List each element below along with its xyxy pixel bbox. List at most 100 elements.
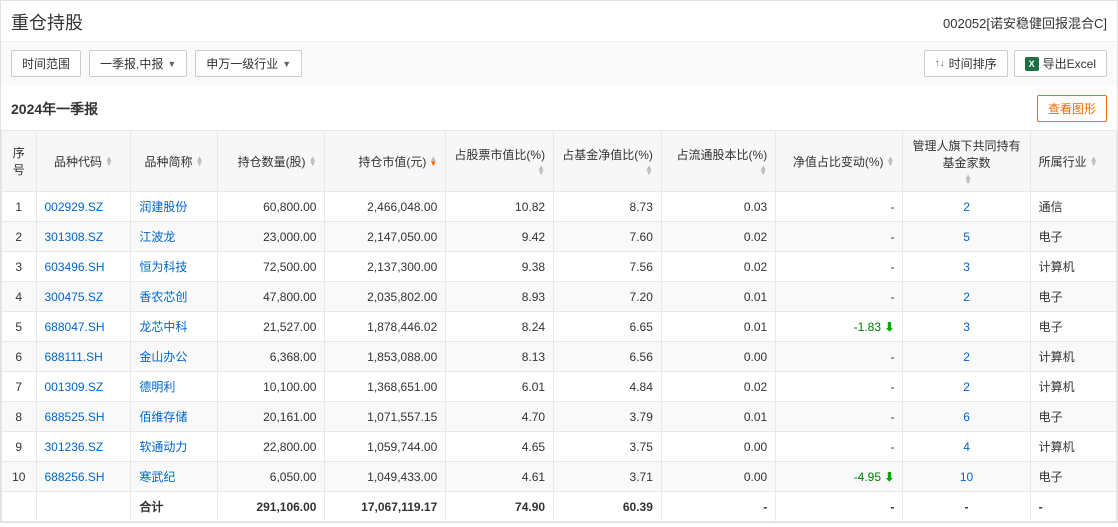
cell-pct1: 4.70	[446, 402, 554, 432]
cell-name: 龙芯中科	[131, 312, 217, 342]
table-row: 1002929.SZ润建股份60,800.002,466,048.0010.82…	[2, 192, 1117, 222]
title-row: 重仓持股 002052[诺安稳健回报混合C]	[1, 1, 1117, 42]
arrow-down-icon: ⬇	[884, 320, 894, 334]
view-chart-label: 查看图形	[1048, 102, 1096, 116]
export-excel-button[interactable]: X 导出Excel	[1014, 50, 1107, 77]
manager-count-link[interactable]: 6	[963, 410, 970, 424]
stock-name-link[interactable]: 香农芯创	[139, 290, 187, 304]
table-row: 8688525.SH佰维存储20,161.001,071,557.154.703…	[2, 402, 1117, 432]
sort-icon: ▲▼	[1090, 156, 1098, 166]
stock-code-link[interactable]: 688047.SH	[45, 320, 105, 334]
manager-count-link[interactable]: 2	[963, 350, 970, 364]
stock-name-link[interactable]: 金山办公	[139, 350, 187, 364]
period-dropdown[interactable]: 一季报,中报 ▼	[89, 50, 187, 77]
stock-code-link[interactable]: 002929.SZ	[45, 200, 104, 214]
manager-count-link[interactable]: 2	[963, 200, 970, 214]
export-excel-label: 导出Excel	[1043, 55, 1096, 72]
th-val[interactable]: 持仓市值(元)▲▼	[325, 131, 446, 192]
stock-name-link[interactable]: 润建股份	[139, 200, 187, 214]
cell-mgr: 5	[903, 222, 1030, 252]
cell-qty: 291,106.00	[217, 492, 325, 522]
cell-pct1: 9.38	[446, 252, 554, 282]
stock-name-link[interactable]: 软通动力	[139, 440, 187, 454]
manager-count-link[interactable]: 5	[963, 230, 970, 244]
time-sort-button[interactable]: ↑↓ 时间排序	[924, 50, 1008, 77]
stock-code-link[interactable]: 301236.SZ	[45, 440, 104, 454]
manager-count-link[interactable]: 2	[963, 290, 970, 304]
cell-pct1: 4.61	[446, 462, 554, 492]
th-pct2[interactable]: 占基金净值比(%)▲▼	[554, 131, 662, 192]
view-chart-button[interactable]: 查看图形	[1037, 95, 1107, 122]
cell-idx: 6	[2, 342, 37, 372]
cell-code	[36, 492, 131, 522]
industry-dropdown[interactable]: 申万一级行业 ▼	[195, 50, 302, 77]
cell-pct3: 0.01	[661, 282, 775, 312]
stock-name-link[interactable]: 江波龙	[139, 230, 175, 244]
cell-ind: 电子	[1030, 312, 1116, 342]
sort-icon: ▲▼	[105, 156, 113, 166]
cell-val: 2,147,050.00	[325, 222, 446, 252]
manager-count-link[interactable]: 3	[963, 320, 970, 334]
cell-code: 688256.SH	[36, 462, 131, 492]
stock-code-link[interactable]: 688111.SH	[45, 350, 103, 364]
cell-name: 香农芯创	[131, 282, 217, 312]
cell-mgr: 4	[903, 432, 1030, 462]
th-pct3[interactable]: 占流通股本比(%)▲▼	[661, 131, 775, 192]
cell-pct3: 0.00	[661, 342, 775, 372]
industry-label: 申万一级行业	[206, 55, 278, 72]
holdings-table: 序号 品种代码▲▼ 品种简称▲▼ 持仓数量(股)▲▼ 持仓市值(元)▲▼ 占股票…	[1, 130, 1117, 522]
stock-name-link[interactable]: 佰维存储	[139, 410, 187, 424]
cell-chg: -	[776, 402, 903, 432]
cell-pct1: 9.42	[446, 222, 554, 252]
sort-icon: ▲▼	[645, 165, 653, 175]
th-qty[interactable]: 持仓数量(股)▲▼	[217, 131, 325, 192]
cell-qty: 21,527.00	[217, 312, 325, 342]
manager-count-link[interactable]: 2	[963, 380, 970, 394]
manager-count-link[interactable]: 10	[960, 470, 973, 484]
th-pct1[interactable]: 占股票市值比(%)▲▼	[446, 131, 554, 192]
time-range-button[interactable]: 时间范围	[11, 50, 81, 77]
cell-mgr: 2	[903, 282, 1030, 312]
cell-val: 2,466,048.00	[325, 192, 446, 222]
th-name[interactable]: 品种简称▲▼	[131, 131, 217, 192]
th-chg[interactable]: 净值占比变动(%)▲▼	[776, 131, 903, 192]
stock-code-link[interactable]: 001309.SZ	[45, 380, 104, 394]
change-value: -1.83	[854, 320, 881, 334]
cell-pct3: 0.01	[661, 312, 775, 342]
stock-code-link[interactable]: 300475.SZ	[45, 290, 104, 304]
stock-code-link[interactable]: 603496.SH	[45, 260, 105, 274]
cell-idx	[2, 492, 37, 522]
cell-pct3: 0.00	[661, 432, 775, 462]
cell-qty: 10,100.00	[217, 372, 325, 402]
stock-code-link[interactable]: 301308.SZ	[45, 230, 104, 244]
cell-idx: 2	[2, 222, 37, 252]
cell-qty: 6,050.00	[217, 462, 325, 492]
cell-chg: -	[776, 282, 903, 312]
stock-name-link[interactable]: 恒为科技	[139, 260, 187, 274]
cell-qty: 60,800.00	[217, 192, 325, 222]
th-idx: 序号	[2, 131, 37, 192]
stock-code-link[interactable]: 688256.SH	[45, 470, 105, 484]
chevron-down-icon: ▼	[167, 59, 176, 69]
cell-val: 1,059,744.00	[325, 432, 446, 462]
stock-code-link[interactable]: 688525.SH	[45, 410, 105, 424]
cell-code: 001309.SZ	[36, 372, 131, 402]
cell-name: 德明利	[131, 372, 217, 402]
cell-mgr: 2	[903, 342, 1030, 372]
cell-pct1: 6.01	[446, 372, 554, 402]
manager-count-link[interactable]: 3	[963, 260, 970, 274]
cell-val: 1,049,433.00	[325, 462, 446, 492]
cell-pct1: 10.82	[446, 192, 554, 222]
time-range-label: 时间范围	[22, 55, 70, 72]
table-header-row: 序号 品种代码▲▼ 品种简称▲▼ 持仓数量(股)▲▼ 持仓市值(元)▲▼ 占股票…	[2, 131, 1117, 192]
time-sort-label: 时间排序	[949, 55, 997, 72]
cell-pct1: 8.13	[446, 342, 554, 372]
cell-qty: 23,000.00	[217, 222, 325, 252]
th-ind[interactable]: 所属行业▲▼	[1030, 131, 1116, 192]
th-mgr[interactable]: 管理人旗下共同持有基金家数▲▼	[903, 131, 1030, 192]
stock-name-link[interactable]: 德明利	[139, 380, 175, 394]
stock-name-link[interactable]: 龙芯中科	[139, 320, 187, 334]
stock-name-link[interactable]: 寒武纪	[139, 470, 175, 484]
th-code[interactable]: 品种代码▲▼	[36, 131, 131, 192]
manager-count-link[interactable]: 4	[963, 440, 970, 454]
